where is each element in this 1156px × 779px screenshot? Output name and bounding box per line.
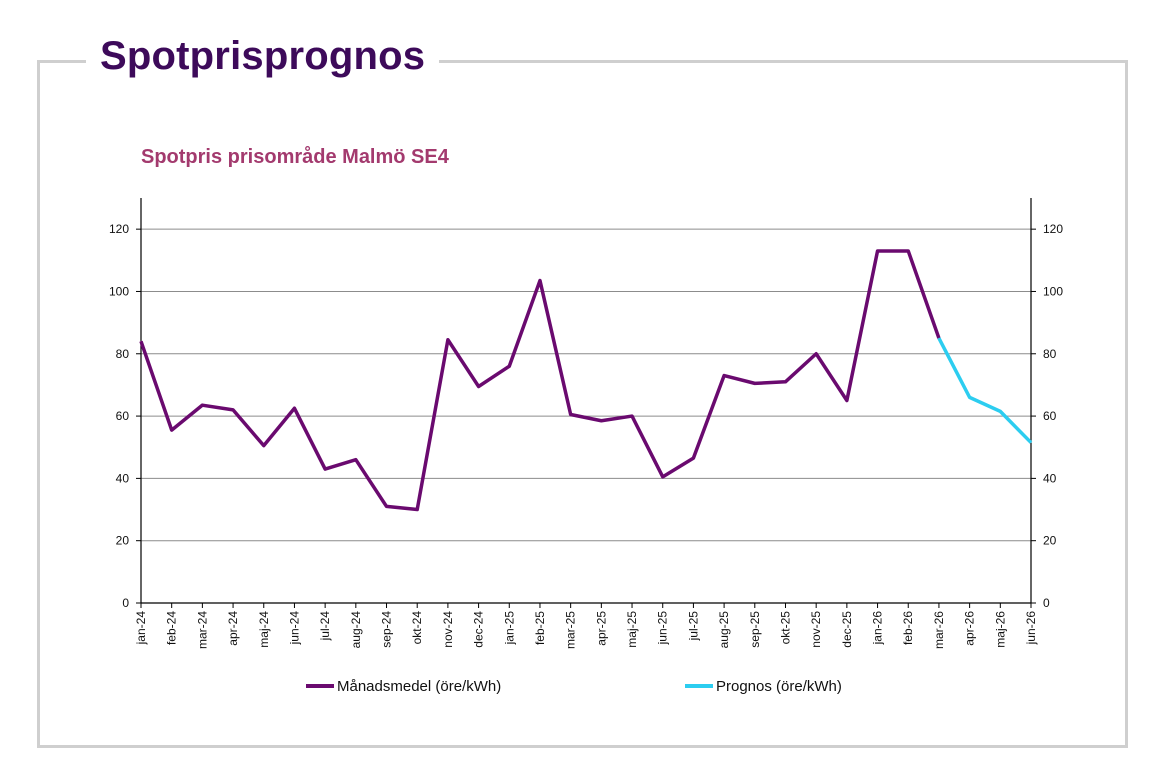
data-point bbox=[662, 476, 664, 478]
x-tick-label: nov-24 bbox=[441, 611, 455, 648]
data-point bbox=[692, 457, 694, 459]
data-point bbox=[232, 409, 234, 411]
y-tick-labels: 0 0 20 20 40 40 60 60 80 80 100 100 120 120 bbox=[109, 222, 1063, 610]
x-tick-label: sep-24 bbox=[380, 611, 394, 648]
data-point bbox=[784, 381, 786, 383]
y-tick-label-left: 20 bbox=[116, 534, 130, 548]
x-tick-label: feb-25 bbox=[533, 611, 547, 645]
data-point bbox=[938, 337, 940, 339]
data-point bbox=[324, 468, 326, 470]
y-tick-label-left: 80 bbox=[116, 347, 130, 361]
x-tick-label: jul-25 bbox=[686, 611, 700, 642]
x-tick-label: maj-24 bbox=[257, 611, 271, 648]
series-line-0 bbox=[139, 249, 941, 512]
y-tick-label-left: 60 bbox=[116, 409, 130, 423]
x-tick-label: jun-25 bbox=[656, 611, 670, 646]
y-tick-label-right: 40 bbox=[1043, 471, 1057, 485]
y-tick-label-right: 100 bbox=[1043, 284, 1063, 298]
data-point bbox=[600, 420, 602, 422]
y-tick-label-left: 100 bbox=[109, 284, 129, 298]
data-point bbox=[355, 459, 357, 461]
legend: Månadsmedel (öre/kWh) Prognos (öre/kWh) bbox=[306, 678, 842, 695]
y-tick-label-right: 0 bbox=[1043, 596, 1050, 610]
series-line-1 bbox=[937, 337, 1033, 444]
y-tick-label-right: 60 bbox=[1043, 409, 1057, 423]
x-tick-label: mar-25 bbox=[564, 611, 578, 649]
y-tick-label-right: 20 bbox=[1043, 534, 1057, 548]
x-tick-label: jun-24 bbox=[287, 611, 301, 646]
y-tick-label-right: 80 bbox=[1043, 347, 1057, 361]
data-point bbox=[754, 382, 756, 384]
x-tick-label: mar-24 bbox=[195, 611, 209, 649]
data-point bbox=[478, 385, 480, 387]
legend-label-actual: Månadsmedel (öre/kWh) bbox=[337, 678, 501, 695]
data-point bbox=[508, 365, 510, 367]
x-tick-label: okt-25 bbox=[778, 611, 792, 645]
x-tick-label: okt-24 bbox=[410, 611, 424, 645]
y-tick-label-right: 120 bbox=[1043, 222, 1063, 236]
x-tick-label: jun-26 bbox=[1024, 611, 1038, 646]
y-tick-label-left: 0 bbox=[122, 596, 129, 610]
x-tick-labels: jan-24 feb-24 mar-24 apr-24 maj-24 jun-24 jul-… bbox=[134, 611, 1038, 649]
x-tick-label: jan-26 bbox=[871, 611, 885, 646]
x-tick-label: mar-26 bbox=[932, 611, 946, 649]
data-point bbox=[846, 400, 848, 401]
data-point bbox=[1030, 442, 1032, 444]
x-tick-label: apr-26 bbox=[963, 611, 977, 646]
x-tick-label: aug-25 bbox=[717, 611, 731, 649]
data-point bbox=[416, 509, 418, 511]
data-point bbox=[447, 339, 449, 341]
data-point bbox=[907, 250, 909, 252]
chart-title: Spotpris prisområde Malmö SE4 bbox=[141, 145, 450, 168]
x-tick-label: maj-25 bbox=[625, 611, 639, 648]
x-tick-label: jan-24 bbox=[134, 611, 148, 646]
data-point bbox=[201, 404, 203, 406]
x-tick-label: aug-24 bbox=[349, 611, 363, 649]
x-tick-label: apr-24 bbox=[226, 611, 240, 646]
data-point bbox=[815, 353, 817, 355]
x-tick-label: feb-24 bbox=[165, 611, 179, 645]
page-title: Spotprisprognos bbox=[86, 30, 440, 82]
x-tick-label: jan-25 bbox=[502, 611, 516, 646]
data-point bbox=[631, 415, 633, 417]
axes bbox=[136, 198, 1036, 608]
data-point bbox=[723, 375, 725, 377]
x-tick-label: sep-25 bbox=[748, 611, 762, 648]
data-point bbox=[263, 445, 265, 447]
data-point bbox=[293, 407, 295, 409]
data-point bbox=[999, 410, 1001, 412]
series bbox=[139, 249, 1033, 512]
y-tick-label-left: 120 bbox=[109, 222, 129, 236]
data-point bbox=[171, 429, 173, 431]
x-tick-label: jul-24 bbox=[318, 611, 332, 642]
data-point bbox=[570, 414, 572, 416]
data-point bbox=[969, 396, 971, 398]
x-tick-label: dec-24 bbox=[472, 611, 486, 648]
x-tick-label: dec-25 bbox=[840, 611, 854, 648]
x-tick-label: nov-25 bbox=[809, 611, 823, 648]
data-point bbox=[386, 505, 388, 507]
x-tick-label: maj-26 bbox=[993, 611, 1007, 648]
data-point bbox=[140, 340, 142, 342]
data-point bbox=[877, 250, 879, 252]
x-tick-label: feb-26 bbox=[901, 611, 915, 645]
y-tick-label-left: 40 bbox=[116, 471, 130, 485]
gridlines bbox=[141, 228, 1031, 542]
legend-label-forecast: Prognos (öre/kWh) bbox=[716, 678, 842, 695]
x-tick-label: apr-25 bbox=[594, 611, 608, 646]
data-point bbox=[539, 280, 541, 282]
chart-frame bbox=[37, 60, 1128, 748]
